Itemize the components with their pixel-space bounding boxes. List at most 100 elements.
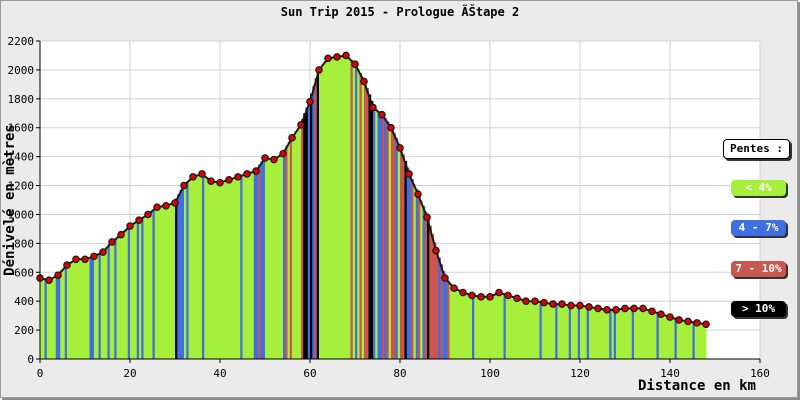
slope-segment xyxy=(334,56,338,360)
slope-segment xyxy=(676,319,680,359)
slope-segment xyxy=(330,57,333,359)
slope-segment xyxy=(130,224,133,359)
slope-segment xyxy=(46,279,50,359)
elevation-point xyxy=(126,222,134,230)
slope-segment xyxy=(114,238,117,359)
slope-segment xyxy=(366,87,369,360)
slope-segment xyxy=(285,145,288,359)
elevation-point xyxy=(216,178,224,187)
slope-segment xyxy=(553,304,556,359)
slope-segment xyxy=(418,194,421,359)
slope-segment xyxy=(67,263,70,359)
slope-segment xyxy=(667,316,671,359)
x-axis-label: Distance en km xyxy=(638,378,756,394)
slope-segment xyxy=(96,254,99,359)
slope-segment xyxy=(577,305,581,359)
slope-segment xyxy=(600,308,603,359)
slope-segment xyxy=(62,267,66,359)
y-tick-label: 2000 xyxy=(8,64,35,77)
slope-segment xyxy=(271,159,275,359)
slope-segment xyxy=(258,164,261,359)
slope-segment xyxy=(89,257,93,359)
slope-segment xyxy=(694,322,698,359)
slope-segment xyxy=(530,301,534,359)
elevation-point xyxy=(369,103,377,112)
slope-segment xyxy=(242,174,246,359)
elevation-point xyxy=(504,291,512,300)
slope-segment xyxy=(643,308,646,359)
elevation-point xyxy=(99,248,107,256)
slope-segment xyxy=(226,179,230,359)
slope-segment xyxy=(276,156,279,359)
slope-segment xyxy=(343,55,347,360)
slope-segment xyxy=(409,173,412,359)
slope-segment xyxy=(388,124,392,359)
elevation-point xyxy=(450,284,458,292)
slope-segment xyxy=(134,221,138,359)
slope-segment xyxy=(510,296,513,359)
slope-segment xyxy=(436,250,439,359)
elevation-point xyxy=(234,173,242,181)
slope-segment xyxy=(456,289,459,359)
y-tick-label: 400 xyxy=(14,295,34,308)
elevation-markers xyxy=(36,51,710,329)
elevation-point xyxy=(72,255,80,264)
slope-segment xyxy=(526,301,529,359)
slope-segment xyxy=(703,323,707,359)
elevation-point xyxy=(270,155,278,164)
slope-segment xyxy=(474,295,477,359)
slope-segment xyxy=(298,124,302,359)
slope-segment xyxy=(591,307,594,359)
slope-segment xyxy=(69,262,72,359)
x-tick-label: 0 xyxy=(37,367,44,380)
slope-segment xyxy=(377,111,381,359)
slope-segment xyxy=(521,299,525,359)
elevation-point xyxy=(531,297,539,305)
slope-segment xyxy=(278,155,282,359)
elevation-point xyxy=(90,252,98,261)
slope-segment xyxy=(269,158,273,359)
slope-segment xyxy=(373,107,376,359)
slope-segment xyxy=(499,292,502,359)
y-tick-label: 800 xyxy=(14,237,34,250)
elevation-point xyxy=(117,230,125,239)
slope-segment xyxy=(438,257,441,359)
slope-segment xyxy=(393,132,396,359)
slope-segment xyxy=(184,183,187,359)
slope-segment xyxy=(663,314,666,359)
elevation-point xyxy=(621,304,629,313)
slope-segment xyxy=(607,309,610,359)
slope-segment xyxy=(598,308,601,359)
slope-segment xyxy=(172,202,176,359)
slope-segment xyxy=(571,305,574,359)
slope-segment xyxy=(105,246,108,359)
slope-segment xyxy=(42,278,45,359)
slope-segment xyxy=(100,252,104,359)
slope-segment xyxy=(355,64,358,360)
slope-segment xyxy=(55,275,59,359)
elevation-point xyxy=(198,170,206,178)
elevation-point xyxy=(144,210,152,219)
slope-segment xyxy=(175,198,178,359)
slope-segment xyxy=(665,315,669,359)
slope-segment xyxy=(262,158,266,359)
y-tick-label: 1000 xyxy=(8,208,35,221)
slope-segment xyxy=(683,320,687,359)
slope-segment xyxy=(51,277,54,359)
elevation-point xyxy=(495,288,503,297)
slope-segment xyxy=(127,226,131,359)
slope-segment xyxy=(503,293,507,359)
elevation-point xyxy=(54,271,62,279)
slope-segment xyxy=(701,323,705,359)
legend-item-very-steep: > 10% xyxy=(731,301,786,317)
slope-segment xyxy=(539,301,543,359)
legend-item-gentle: < 4% xyxy=(731,180,786,196)
elevation-point xyxy=(522,297,530,305)
slope-segment xyxy=(267,158,270,359)
slope-colored-area xyxy=(40,55,707,360)
elevation-point xyxy=(666,313,674,321)
y-tick-label: 1200 xyxy=(8,180,35,193)
y-tick-label: 200 xyxy=(14,324,34,337)
slope-segment xyxy=(231,178,234,359)
slope-segment xyxy=(247,173,250,359)
